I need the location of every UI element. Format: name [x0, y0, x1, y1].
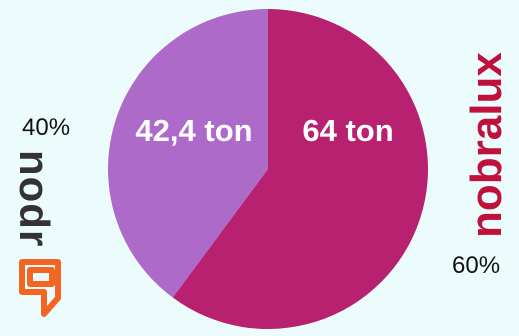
nobralux-logo-text: nobralux	[462, 52, 511, 238]
nodr-logo: nodr	[10, 150, 80, 332]
nodr-logo-text: nodr	[11, 150, 58, 248]
slice-value-label-1: 42,4 ton	[135, 113, 252, 148]
percent-label-left: 40%	[22, 114, 71, 141]
slice-value-label-0: 64 ton	[302, 113, 393, 148]
pie-slice-1	[108, 9, 268, 298]
pie-slice-0	[172, 9, 428, 330]
percent-label-right: 60%	[452, 252, 501, 279]
nobralux-logo: nobralux	[432, 20, 512, 242]
nodr-arrow-icon	[19, 259, 61, 317]
